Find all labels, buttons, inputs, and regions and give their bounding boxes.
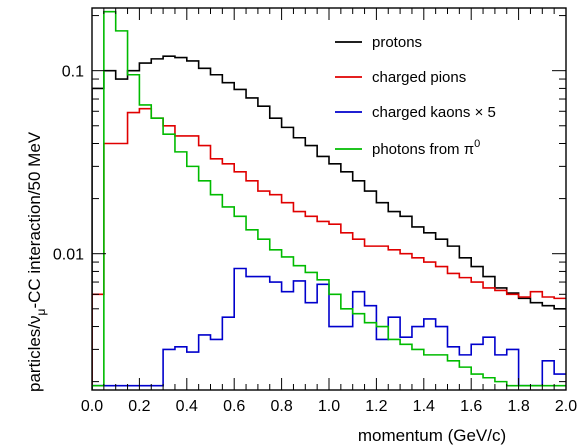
series-line-0 — [92, 55, 566, 390]
legend-label-superscript: 0 — [474, 138, 480, 150]
legend-label-0: protons — [372, 34, 422, 51]
y-axis-label-main: particles/ν — [25, 315, 44, 392]
x-axis-label: momentum (GeV/c) — [358, 426, 506, 445]
y-tick-label: 0.01 — [53, 247, 84, 264]
y-axis-label-rest: -CC interaction/50 MeV — [25, 131, 44, 308]
legend-label-1: charged pions — [372, 69, 466, 86]
series-line-3 — [92, 10, 566, 390]
x-tick-label: 1.8 — [507, 398, 529, 415]
y-axis-label-sub: μ — [34, 308, 48, 315]
x-tick-label: 1.2 — [365, 398, 387, 415]
series-line-1 — [92, 107, 566, 390]
legend: protons charged pions charged kaons × 5 pho… — [335, 34, 496, 158]
x-tick-label: 0.4 — [176, 398, 198, 415]
x-tick-label: 0.0 — [81, 398, 103, 415]
x-tick-label: 1.0 — [318, 398, 340, 415]
x-tick-label: 1.6 — [460, 398, 482, 415]
axes: 0.0 0.2 0.4 0.6 0.8 1.0 1.2 1.4 1.6 1.8 2.0 0.01 0.1 — [53, 7, 577, 415]
x-tick-label: 0.6 — [223, 398, 245, 415]
legend-label-3: photons from π0 — [372, 138, 480, 158]
axis-labels: momentum (GeV/c) particles/νμ-CC interact… — [25, 131, 506, 445]
legend-label-2: charged kaons × 5 — [372, 104, 496, 121]
x-tick-label: 0.8 — [270, 398, 292, 415]
y-axis-label: particles/νμ-CC interaction/50 MeV — [25, 131, 48, 392]
plot-area — [92, 10, 566, 390]
x-tick-label: 1.4 — [413, 398, 435, 415]
y-tick-label: 0.1 — [62, 64, 84, 81]
series-line-2 — [92, 267, 566, 390]
x-tick-label: 0.2 — [128, 398, 150, 415]
x-tick-label: 2.0 — [555, 398, 577, 415]
legend-label-main: photons from π — [372, 141, 474, 158]
plot-frame — [91, 7, 567, 391]
